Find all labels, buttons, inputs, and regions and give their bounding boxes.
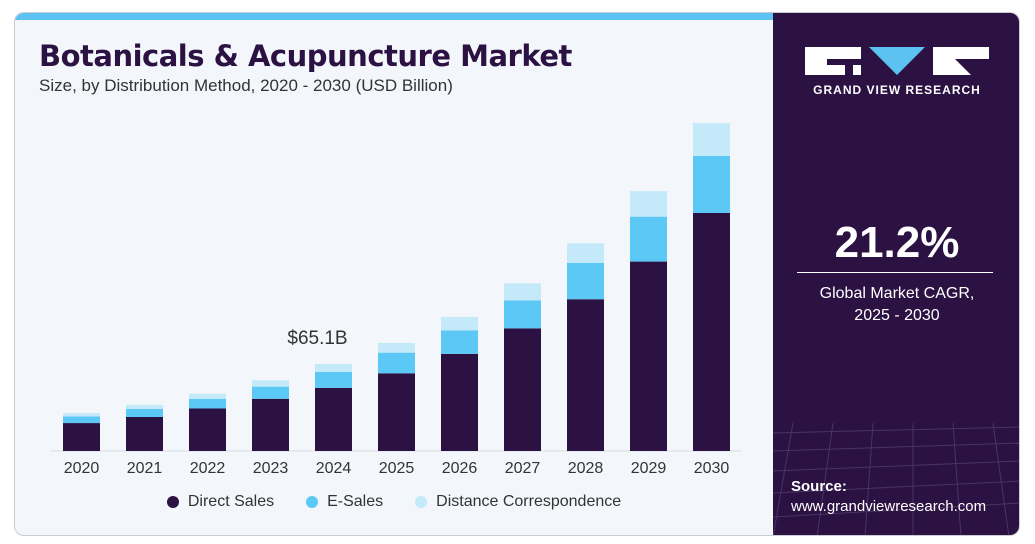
legend-swatch [415, 496, 428, 508]
chart-panel: Botanicals & Acupuncture Market Size, by… [15, 13, 773, 535]
bar-2028-distance-correspondence [567, 243, 604, 263]
x-tick-label-2024: 2024 [316, 460, 352, 477]
bar-2021-direct-sales [126, 417, 163, 451]
gvr-logo-icon [805, 47, 989, 75]
bar-2022-direct-sales [189, 408, 226, 451]
cagr-value: 21.2% [834, 218, 960, 267]
bar-2020-e-sales [63, 416, 100, 424]
x-tick-label-2030: 2030 [694, 460, 730, 477]
legend-swatch [306, 496, 319, 508]
bar-2023-e-sales [252, 386, 289, 399]
source-note: Source: www.grandviewresearch.com [791, 477, 986, 517]
x-tick-label-2023: 2023 [253, 460, 289, 477]
bar-2027-e-sales [504, 300, 541, 329]
cagr-label-line1: Global Market CAGR, [819, 285, 975, 302]
data-label-2024: $65.1B [287, 328, 347, 349]
cagr-label: Global Market CAGR, 2025 - 2030 [773, 283, 1019, 327]
bar-2029-distance-correspondence [630, 191, 667, 217]
bar-2025-distance-correspondence [378, 342, 415, 353]
bar-2021-distance-correspondence [126, 404, 163, 409]
x-tick-label-2025: 2025 [379, 460, 415, 477]
chart-subtitle: Size, by Distribution Method, 2020 - 203… [39, 76, 453, 95]
stacked-bar-chart: 2020 2021 2022 2023 2024 2025 2026 2027 2028 2029… [51, 123, 741, 477]
bar-2027-direct-sales [504, 328, 541, 451]
bar-2028-e-sales [567, 262, 604, 300]
bar-2027-distance-correspondence [504, 283, 541, 301]
cagr-label-line2: 2025 - 2030 [854, 307, 940, 324]
accent-bar [15, 13, 773, 20]
bar-2029-e-sales [630, 216, 667, 262]
bar-2026-direct-sales [441, 353, 478, 451]
bar-2024-distance-correspondence [315, 364, 352, 372]
bar-2023-direct-sales [252, 398, 289, 451]
bar-2021-e-sales [126, 408, 163, 417]
x-tick-label-2020: 2020 [64, 460, 100, 477]
source-link[interactable]: www.grandviewresearch.com [791, 498, 987, 515]
legend-item-e-sales: E-Sales [306, 493, 383, 511]
x-tick-label-2027: 2027 [505, 460, 541, 477]
legend-label: Direct Sales [187, 493, 275, 510]
bar-2026-distance-correspondence [441, 316, 478, 331]
bar-2029-direct-sales [630, 261, 667, 451]
x-tick-label-2021: 2021 [127, 460, 163, 477]
x-tick-label-2028: 2028 [568, 460, 604, 477]
legend-item-distance-correspondence: Distance Correspondence [415, 493, 621, 511]
bar-2030-distance-correspondence [693, 123, 730, 156]
x-tick-label-2022: 2022 [190, 460, 226, 477]
legend-swatch [166, 496, 179, 508]
x-tick-label-2029: 2029 [631, 460, 667, 477]
bar-2028-direct-sales [567, 299, 604, 451]
bar-2025-e-sales [378, 352, 415, 374]
bar-2030-direct-sales [693, 213, 730, 451]
bar-2022-distance-correspondence [189, 393, 226, 399]
report-card: Botanicals & Acupuncture Market Size, by… [14, 12, 1020, 536]
bar-2024-e-sales [315, 371, 352, 388]
chart-legend: Direct Sales E-Sales Distance Corresponden… [15, 493, 773, 511]
bar-2023-distance-correspondence [252, 380, 289, 387]
bar-2026-e-sales [441, 330, 478, 354]
bar-2024-direct-sales [315, 387, 352, 451]
bar-2020-direct-sales [63, 423, 100, 451]
sidebar-panel: GRAND VIEW RESEARCH 21.2% Global Market … [773, 13, 1019, 535]
grand-view-research-logo: GRAND VIEW RESEARCH [805, 43, 989, 97]
x-tick-label-2026: 2026 [442, 460, 478, 477]
legend-label: Distance Correspondence [436, 493, 622, 510]
bar-2022-e-sales [189, 398, 226, 409]
bar-2030-e-sales [693, 155, 730, 213]
legend-label: E-Sales [327, 493, 384, 510]
logo-text: GRAND VIEW RESEARCH [813, 83, 981, 97]
legend-item-direct-sales: Direct Sales [166, 493, 275, 511]
chart-title: Botanicals & Acupuncture Market [39, 39, 572, 73]
bar-2025-direct-sales [378, 373, 415, 451]
cagr-divider [797, 272, 993, 273]
bar-2020-distance-correspondence [63, 413, 100, 417]
decorative-grid [773, 423, 1019, 535]
source-label: Source: [791, 478, 847, 495]
